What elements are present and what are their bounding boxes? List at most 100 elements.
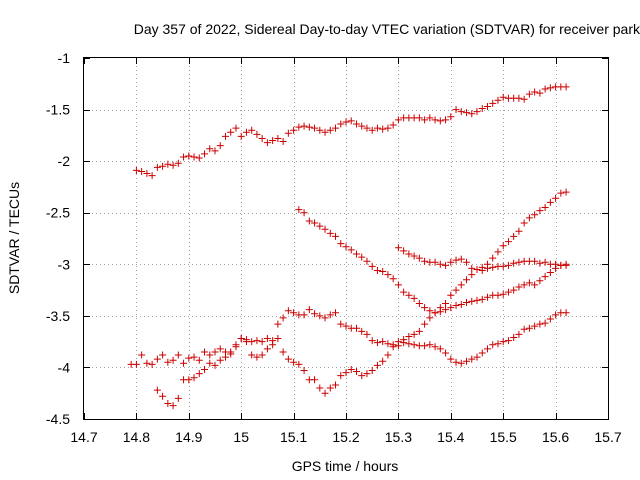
y-tick-label: -4 [58,359,71,375]
data-point [421,320,429,328]
data-point [253,337,261,345]
data-point [174,351,182,359]
data-point [478,349,486,357]
data-point [311,376,319,384]
data-point [153,386,161,394]
series-track-2 [295,206,570,317]
data-point [504,337,512,345]
data-point [436,260,444,268]
data-point [457,108,465,116]
data-point [473,353,481,361]
data-point [368,337,376,345]
data-point [463,276,471,284]
data-point [520,281,528,289]
data-point [463,109,471,117]
data-point [337,372,345,380]
data-point [431,309,439,317]
data-point [227,350,235,358]
data-point [525,279,533,287]
data-point [206,359,214,367]
data-point [274,134,282,142]
data-point [415,114,423,122]
data-point [447,113,455,121]
data-point [452,286,460,294]
data-point [258,134,266,142]
data-point [132,360,140,368]
data-point [379,268,387,276]
data-point [321,225,329,233]
data-point [431,343,439,351]
data-point [426,341,434,349]
data-point [201,348,209,356]
data-point [499,242,507,250]
data-point [489,341,497,349]
data-point [473,296,481,304]
y-tick-label: -4.5 [46,411,70,427]
data-point [195,154,203,162]
data-point [525,214,533,222]
data-point [363,330,371,338]
data-point [352,120,360,128]
data-point [515,227,523,235]
data-point [562,261,570,269]
data-point [253,353,261,361]
data-point [489,263,497,271]
data-point [504,288,512,296]
data-point [468,271,476,279]
data-point [153,355,161,363]
data-point [159,392,167,400]
data-point [400,247,408,255]
data-point [489,254,497,262]
data-point [415,299,423,307]
data-point [358,372,366,380]
data-point [520,95,528,103]
data-point [300,311,308,319]
data-point [410,330,418,338]
data-point [552,260,560,268]
data-point [347,117,355,125]
y-tick-label: -3 [58,256,71,272]
data-point [379,125,387,133]
y-tick-labels: -1 -1.5 -2 -2.5 -3 -3.5 -4 -4.5 [46,50,70,427]
data-point [384,271,392,279]
data-point [546,269,554,277]
data-point [169,161,177,169]
data-point [483,260,491,268]
x-tick-label: 15.6 [542,429,569,445]
data-point [300,122,308,130]
data-point [368,126,376,134]
data-point [494,96,502,104]
data-point [394,281,402,289]
data-point [206,351,214,359]
data-point [347,365,355,373]
data-point [373,361,381,369]
plot-frame [83,57,609,420]
data-point [321,314,329,322]
data-point [342,369,350,377]
data-point [525,90,533,98]
x-tick-labels: 14.7 14.8 14.9 15 15.1 15.2 15.3 15.4 15.5 15.6 15… [70,429,621,445]
data-point [473,265,481,273]
axis-ticks [84,58,609,420]
data-point [311,310,319,318]
data-point [525,324,533,332]
data-point [321,128,329,136]
data-point [394,338,402,346]
y-tick-label: -1.5 [46,102,70,118]
data-point [279,314,287,322]
data-point [541,85,549,93]
data-point [195,356,203,364]
data-point [347,246,355,254]
x-tick-label: 15.7 [594,429,621,445]
data-point [368,262,376,270]
data-point [520,219,528,227]
data-point [258,351,266,359]
data-point [221,348,229,356]
data-point [394,244,402,252]
data-point [300,367,308,375]
data-point [326,384,334,392]
data-point [457,255,465,263]
data-point [290,309,298,317]
data-point [515,283,523,291]
